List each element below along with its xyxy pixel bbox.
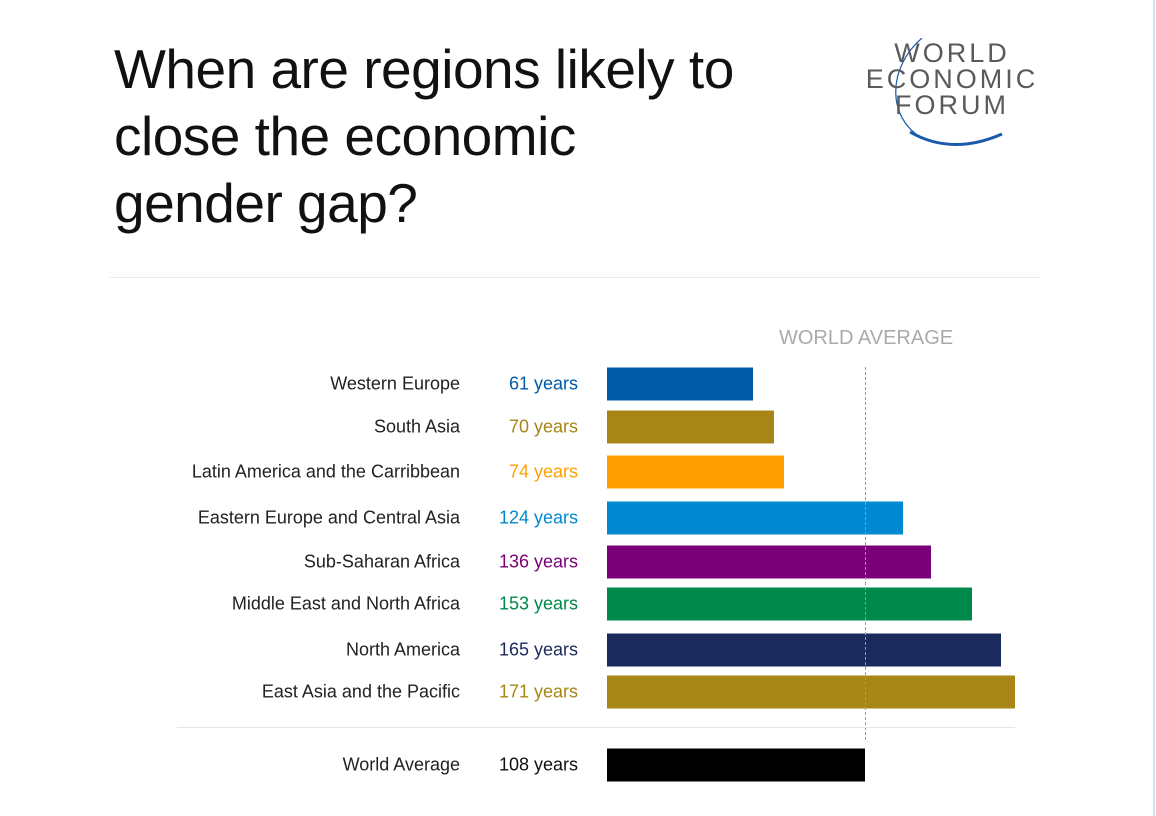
world-average-reference-line bbox=[864, 367, 866, 740]
value-label: 171 years bbox=[498, 681, 578, 702]
value-label: 108 years bbox=[498, 754, 578, 775]
value-label: 61 years bbox=[508, 373, 578, 394]
bar bbox=[607, 455, 784, 489]
value-label: 165 years bbox=[498, 639, 578, 660]
bar bbox=[607, 367, 753, 401]
logo-arc-icon bbox=[895, 38, 1003, 146]
world-average-bar bbox=[607, 748, 865, 782]
world-average-separator bbox=[177, 727, 1015, 728]
world-average-line-label: WORLD AVERAGE bbox=[779, 327, 954, 349]
page-edge bbox=[1153, 0, 1155, 816]
bar bbox=[607, 587, 973, 621]
category-label: Eastern Europe and Central Asia bbox=[197, 507, 460, 528]
title-divider bbox=[110, 277, 1040, 278]
bar bbox=[607, 410, 775, 444]
bar bbox=[607, 501, 903, 535]
category-label: East Asia and the Pacific bbox=[261, 681, 460, 702]
category-label: South Asia bbox=[373, 416, 460, 437]
bar bbox=[607, 633, 1001, 667]
value-label: 70 years bbox=[508, 416, 578, 437]
value-label: 74 years bbox=[508, 461, 578, 482]
category-label: Sub-Saharan Africa bbox=[303, 551, 460, 572]
category-label: Western Europe bbox=[330, 373, 460, 394]
category-label: Latin America and the Carribbean bbox=[191, 461, 460, 482]
category-label: North America bbox=[345, 639, 460, 660]
category-label: Middle East and North Africa bbox=[231, 593, 460, 614]
value-label: 136 years bbox=[498, 551, 578, 572]
value-label: 153 years bbox=[498, 593, 578, 614]
bar bbox=[607, 675, 1015, 709]
chart-title: When are regions likely to close the eco… bbox=[114, 38, 734, 234]
logo-line-1: WORLD bbox=[894, 38, 1010, 68]
value-label: 124 years bbox=[498, 507, 578, 528]
bar bbox=[607, 545, 932, 579]
category-label: World Average bbox=[342, 754, 460, 775]
wef-logo: WORLD ECONOMIC FORUM bbox=[862, 38, 1042, 148]
logo-line-3: FORUM bbox=[895, 90, 1009, 120]
logo-line-2: ECONOMIC bbox=[865, 64, 1039, 94]
